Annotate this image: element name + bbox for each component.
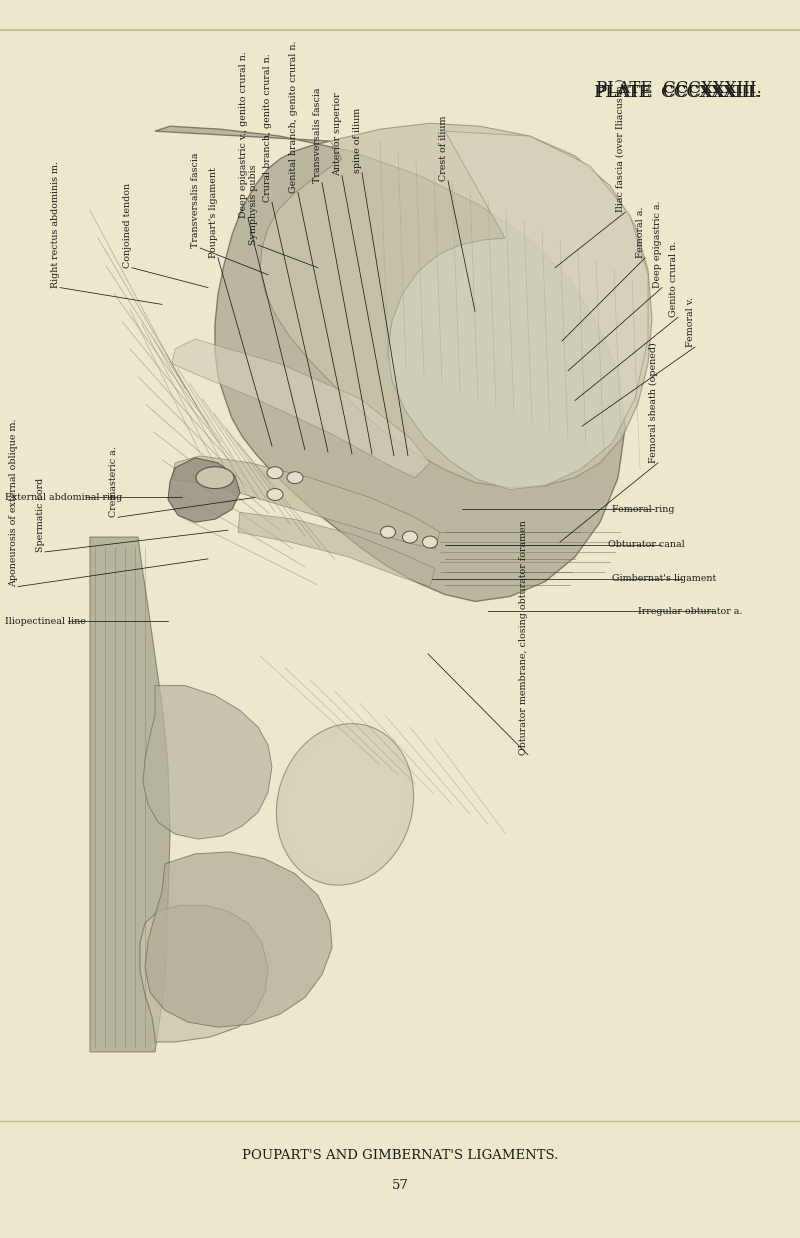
Ellipse shape: [381, 526, 395, 539]
Text: Femoral sheath (opened): Femoral sheath (opened): [649, 342, 658, 463]
Text: Iliac fascia (over Iliacus m.): Iliac fascia (over Iliacus m.): [616, 79, 625, 213]
Text: Crural branch, genito crural n.: Crural branch, genito crural n.: [263, 53, 272, 203]
Text: Obturator canal: Obturator canal: [608, 541, 685, 550]
Text: Genital branch, genito crural n.: Genital branch, genito crural n.: [289, 40, 298, 193]
Text: Crest of ilium: Crest of ilium: [439, 115, 448, 181]
Text: Iliopectineal line: Iliopectineal line: [5, 617, 86, 625]
Text: Genito crural n.: Genito crural n.: [669, 241, 678, 317]
Text: PLATE  CCCXXXIII.: PLATE CCCXXXIII.: [596, 84, 762, 100]
Text: PLATE  CCCXXXIII.: PLATE CCCXXXIII.: [594, 84, 760, 100]
Text: POUPART'S AND GIMBERNAT'S LIGAMENTS.: POUPART'S AND GIMBERNAT'S LIGAMENTS.: [242, 1149, 558, 1162]
Text: PLATE  CCCXXXIII.: PLATE CCCXXXIII.: [596, 79, 762, 97]
Ellipse shape: [276, 723, 414, 885]
Polygon shape: [388, 131, 648, 489]
Polygon shape: [145, 852, 332, 1028]
Text: Conjoined tendon: Conjoined tendon: [123, 183, 132, 267]
Polygon shape: [238, 513, 435, 587]
Text: Spermatic cord: Spermatic cord: [36, 478, 45, 552]
Text: Transversalis fascia: Transversalis fascia: [313, 87, 322, 183]
Ellipse shape: [285, 732, 405, 877]
Ellipse shape: [196, 467, 234, 489]
Text: 57: 57: [391, 1179, 409, 1192]
Polygon shape: [143, 686, 272, 839]
Text: Cremasteric a.: Cremasteric a.: [109, 447, 118, 517]
Text: External abdominal ring: External abdominal ring: [5, 493, 122, 501]
Polygon shape: [90, 537, 170, 1052]
Text: Femoral ring: Femoral ring: [612, 505, 674, 514]
Text: Symphysis pubis: Symphysis pubis: [249, 165, 258, 245]
Text: Femoral a.: Femoral a.: [636, 207, 645, 258]
Polygon shape: [155, 126, 625, 602]
Polygon shape: [260, 124, 652, 488]
Ellipse shape: [287, 472, 303, 484]
Text: spine of ilium: spine of ilium: [353, 108, 362, 173]
Text: Gimbernat's ligament: Gimbernat's ligament: [612, 574, 716, 583]
Polygon shape: [172, 456, 440, 548]
Text: Irregular obturator a.: Irregular obturator a.: [638, 607, 742, 615]
Polygon shape: [172, 339, 430, 478]
Ellipse shape: [402, 531, 418, 543]
Text: Anterior superior: Anterior superior: [333, 92, 342, 176]
Text: Deep epigastric v., genito crural n.: Deep epigastric v., genito crural n.: [239, 52, 248, 218]
Polygon shape: [168, 458, 240, 522]
Polygon shape: [140, 905, 268, 1042]
Text: Right rectus abdominis m.: Right rectus abdominis m.: [51, 161, 60, 287]
Text: Poupart's ligament: Poupart's ligament: [209, 167, 218, 258]
Ellipse shape: [267, 467, 283, 479]
Text: Deep epigastric a.: Deep epigastric a.: [653, 201, 662, 287]
Text: Aponeurosis of external oblique m.: Aponeurosis of external oblique m.: [9, 418, 18, 587]
Text: Femoral v.: Femoral v.: [686, 297, 695, 347]
Text: Obturator membrane, closing obturator foramen: Obturator membrane, closing obturator fo…: [519, 520, 528, 755]
Ellipse shape: [267, 489, 283, 500]
Text: Transversalis fascia: Transversalis fascia: [191, 152, 200, 248]
Ellipse shape: [422, 536, 438, 548]
